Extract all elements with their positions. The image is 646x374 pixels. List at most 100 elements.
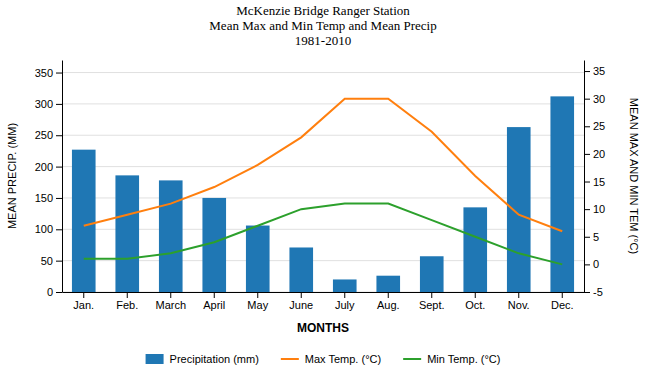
- tick-label: Jan.: [73, 299, 94, 311]
- tick: June: [289, 292, 313, 311]
- bar-series: [72, 96, 574, 292]
- tick: 5: [584, 231, 599, 243]
- legend-label: Precipitation (mm): [170, 353, 259, 365]
- legend-swatch: [403, 358, 421, 360]
- tick-mark: [584, 126, 590, 127]
- tick-label: 30: [593, 93, 605, 105]
- tick-label: 50: [41, 255, 53, 267]
- tick-label: July: [335, 299, 355, 311]
- bar: [333, 279, 357, 292]
- bar: [289, 247, 313, 292]
- tick-mark: [214, 292, 215, 298]
- tick: March: [155, 292, 186, 311]
- tick-label: Nov.: [508, 299, 530, 311]
- tick-mark: [56, 135, 62, 136]
- plot-area: [72, 96, 574, 292]
- tick-label: 250: [35, 129, 53, 141]
- tick-label: Feb.: [116, 299, 138, 311]
- tick-mark: [584, 99, 590, 100]
- tick-mark: [562, 292, 563, 298]
- tick-label: May: [247, 299, 268, 311]
- tick-label: Sept.: [419, 299, 445, 311]
- legend-item: Max Temp. (°C): [281, 353, 381, 365]
- y-axis-title: MEAN PRECIP. (MM): [6, 123, 18, 229]
- y2-axis: -505101520253035: [584, 61, 605, 299]
- bar: [115, 175, 139, 292]
- tick-label: 0: [47, 286, 53, 298]
- tick: Jan.: [73, 292, 94, 311]
- tick-label: 350: [35, 67, 53, 79]
- tick-mark: [301, 292, 302, 298]
- legend-label: Max Temp. (°C): [305, 353, 381, 365]
- chart: Jan. Feb. March April May June July Aug. Sept. Oc…: [0, 0, 646, 374]
- legend-item: Precipitation (mm): [146, 353, 259, 365]
- tick-label: Aug.: [377, 299, 400, 311]
- grid: [62, 73, 584, 292]
- bar: [420, 256, 444, 292]
- legend-swatch: [146, 354, 164, 364]
- tick: 200: [35, 161, 62, 173]
- bar: [376, 276, 400, 292]
- tick-mark: [56, 292, 62, 293]
- grid-line: [62, 197, 584, 198]
- tick: 250: [35, 129, 62, 141]
- grid-line: [62, 166, 584, 167]
- title-line: Mean Max and Min Temp and Mean Precip: [209, 18, 436, 33]
- bar: [463, 207, 487, 292]
- tick-mark: [584, 209, 590, 210]
- tick-mark: [584, 292, 590, 293]
- legend: Precipitation (mm) Max Temp. (°C) Min Temp…: [146, 353, 501, 365]
- tick-label: June: [289, 299, 313, 311]
- line: [84, 99, 563, 232]
- tick: Nov.: [508, 292, 530, 311]
- tick: -5: [584, 286, 603, 298]
- tick-label: 100: [35, 223, 53, 235]
- line: [84, 204, 563, 265]
- tick: 150: [35, 192, 62, 204]
- axis-line: [63, 292, 585, 293]
- grid-line: [62, 135, 584, 136]
- tick-label: 5: [593, 231, 599, 243]
- bar: [159, 180, 183, 292]
- tick: Aug.: [377, 292, 400, 311]
- tick: 35: [584, 65, 605, 77]
- tick: 20: [584, 148, 605, 160]
- x-axis: Jan. Feb. March April May June July Aug. Sept. Oc…: [63, 292, 585, 311]
- tick-mark: [584, 237, 590, 238]
- grid-line: [62, 72, 584, 73]
- grid-line: [62, 292, 584, 293]
- tick-label: April: [203, 299, 225, 311]
- legend-item: Min Temp. (°C): [403, 353, 500, 365]
- tick-mark: [584, 154, 590, 155]
- tick-mark: [584, 182, 590, 183]
- tick-mark: [56, 104, 62, 105]
- title-line: McKenzie Bridge Ranger Station: [236, 3, 410, 18]
- tick-mark: [344, 292, 345, 298]
- tick-label: 15: [593, 176, 605, 188]
- title: McKenzie Bridge Ranger StationMean Max a…: [209, 3, 436, 48]
- title-line: 1981-2010: [295, 33, 351, 48]
- tick: 15: [584, 176, 605, 188]
- axis-line: [584, 61, 585, 293]
- tick-label: -5: [593, 286, 603, 298]
- tick-mark: [56, 229, 62, 230]
- tick-mark: [56, 167, 62, 168]
- tick-mark: [83, 292, 84, 298]
- tick-label: 0: [593, 258, 599, 270]
- tick-mark: [584, 264, 590, 265]
- tick-mark: [475, 292, 476, 298]
- tick: Feb.: [116, 292, 138, 311]
- legend-swatch: [281, 358, 299, 360]
- tick: Oct.: [465, 292, 485, 311]
- bar: [246, 226, 270, 292]
- tick: April: [203, 292, 225, 311]
- tick-label: Oct.: [465, 299, 485, 311]
- tick-mark: [56, 261, 62, 262]
- tick-mark: [56, 73, 62, 74]
- tick: 0: [584, 258, 599, 270]
- tick-label: March: [155, 299, 186, 311]
- tick-label: 25: [593, 120, 605, 132]
- x-axis-title: MONTHS: [297, 321, 349, 335]
- tick: 50: [41, 255, 62, 267]
- tick: Sept.: [419, 292, 445, 311]
